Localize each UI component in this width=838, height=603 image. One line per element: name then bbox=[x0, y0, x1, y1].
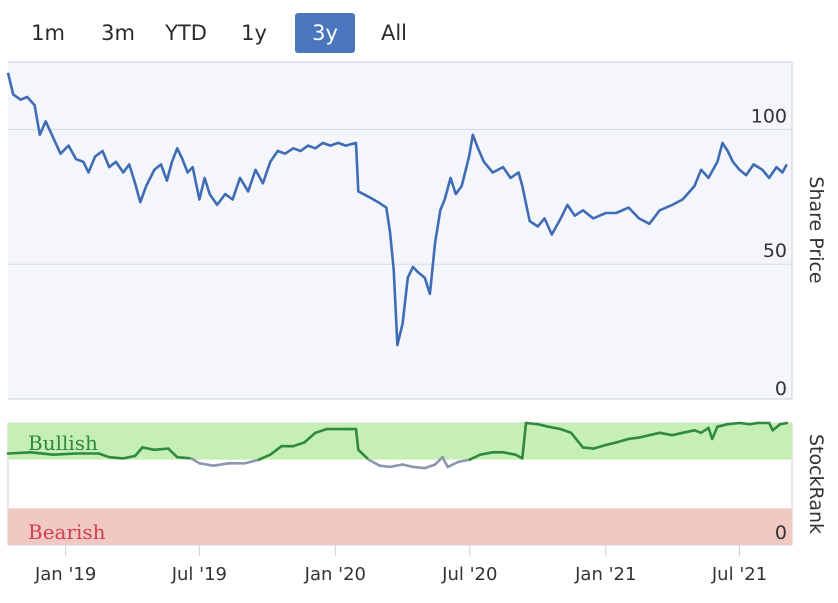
x-tick-label: Jul '19 bbox=[171, 564, 227, 585]
bearish-zone bbox=[8, 508, 792, 545]
x-axis: Jan '19 Jul '19 Jan '20 Jul '20 Jan '21 Jul '… bbox=[34, 545, 767, 585]
stockrank-segment bbox=[291, 441, 306, 448]
stockrank-segment bbox=[167, 447, 179, 459]
stockrank-segment bbox=[6, 450, 33, 455]
range-button-ytd[interactable]: YTD bbox=[165, 21, 207, 45]
stockrank-segment bbox=[29, 450, 55, 457]
stockrank-segment bbox=[122, 454, 137, 460]
stockrank-segment bbox=[198, 461, 215, 468]
stockrank-segment bbox=[536, 422, 550, 429]
stockrank-segment bbox=[433, 455, 444, 466]
stockrank-segment bbox=[771, 422, 782, 432]
bearish-zone-label: Bearish bbox=[28, 520, 106, 544]
stockrank-segment bbox=[681, 428, 696, 435]
stockrank-segment bbox=[446, 460, 460, 469]
bullish-zone bbox=[8, 423, 792, 460]
stockrank-segment bbox=[604, 441, 618, 447]
stockrank-segment bbox=[658, 431, 674, 437]
stockrank-segment bbox=[367, 458, 382, 468]
stockrank-segment bbox=[314, 427, 328, 435]
range-button-all[interactable]: All bbox=[380, 21, 408, 45]
stockrank-segment bbox=[581, 446, 595, 450]
price-y-tick-label: 50 bbox=[763, 240, 787, 262]
stockrank-segment bbox=[401, 463, 415, 469]
price-y-tick-label: 0 bbox=[775, 378, 787, 400]
stockrank-axis-label: StockRank bbox=[805, 434, 827, 534]
stockrank-segment bbox=[141, 446, 156, 452]
stockrank-segment bbox=[559, 427, 573, 435]
stockrank-segment bbox=[107, 455, 125, 460]
stockrank-segment bbox=[153, 447, 170, 452]
stockrank-segment bbox=[97, 452, 111, 459]
stockrank-segment bbox=[190, 457, 201, 465]
price-y-tick-labels: 0 50 100 bbox=[751, 105, 787, 400]
x-tick-label: Jan '20 bbox=[304, 564, 366, 585]
stockrank-segment bbox=[175, 455, 193, 460]
stockrank-segment bbox=[648, 431, 662, 437]
stockrank-line bbox=[6, 421, 789, 470]
stockrank-segment bbox=[591, 443, 608, 450]
stockrank-segment bbox=[478, 450, 495, 457]
x-tick-label: Jan '21 bbox=[574, 564, 636, 585]
stockrank-segment bbox=[767, 421, 775, 432]
x-tick-label: Jan '19 bbox=[34, 564, 96, 585]
stockrank-segment bbox=[257, 453, 272, 461]
stockrank-segment bbox=[51, 452, 78, 457]
range-button-3y[interactable]: 3y bbox=[295, 13, 355, 53]
stockrank-segment bbox=[627, 436, 641, 441]
stockrank-segment bbox=[501, 450, 517, 457]
range-button-1y[interactable]: 1y bbox=[241, 21, 267, 45]
range-button-1m[interactable]: 1m bbox=[31, 21, 65, 45]
bullish-zone-label: Bullish bbox=[28, 431, 98, 455]
stockrank-segment bbox=[468, 453, 482, 461]
stockrank-segment bbox=[716, 422, 730, 429]
stockrank-segment bbox=[388, 463, 404, 469]
stockrank-segment bbox=[378, 464, 392, 469]
stockrank-segment bbox=[699, 426, 710, 435]
share-price-line bbox=[6, 72, 788, 347]
stockrank-segment bbox=[524, 421, 540, 426]
stockrank-segment bbox=[212, 461, 231, 468]
stockrank-segment bbox=[354, 427, 360, 452]
stockrank-segment bbox=[520, 421, 528, 460]
stockrank-segment bbox=[670, 431, 684, 437]
x-tick-label: Jul '20 bbox=[441, 564, 497, 585]
stockrank-segment bbox=[441, 455, 450, 469]
share-price-axis-label: Share Price bbox=[805, 176, 827, 283]
stockrank-segment bbox=[546, 425, 563, 431]
stockrank-segment bbox=[726, 421, 741, 426]
stockrank-segment bbox=[268, 444, 283, 457]
stockrank-segment bbox=[243, 458, 261, 465]
stockrank-segment bbox=[614, 437, 631, 444]
stockrank-y-tick-label: 0 bbox=[775, 522, 787, 544]
range-selector: 1m 3m YTD 1y 3y All bbox=[0, 10, 460, 54]
range-button-3m[interactable]: 3m bbox=[101, 21, 135, 45]
stockrank-segment bbox=[738, 421, 752, 426]
stockrank-segment bbox=[456, 458, 472, 464]
stockrank-segment bbox=[411, 465, 427, 470]
stockrank-segment bbox=[423, 463, 437, 470]
stockrank-segment bbox=[778, 421, 789, 426]
price-y-tick-label: 100 bbox=[751, 105, 787, 127]
stockrank-segment bbox=[710, 425, 719, 441]
price-gridlines bbox=[8, 128, 792, 265]
stockrank-segment bbox=[356, 448, 370, 461]
price-plot-area bbox=[8, 62, 792, 399]
stockrank-segment bbox=[637, 433, 651, 439]
stockrank-segment bbox=[569, 431, 585, 449]
x-tick-label: Jul '21 bbox=[711, 564, 767, 585]
stockrank-segment bbox=[302, 431, 317, 444]
stockrank-segment bbox=[133, 446, 144, 458]
stockrank-y-tick-labels: 0 bbox=[775, 522, 787, 544]
